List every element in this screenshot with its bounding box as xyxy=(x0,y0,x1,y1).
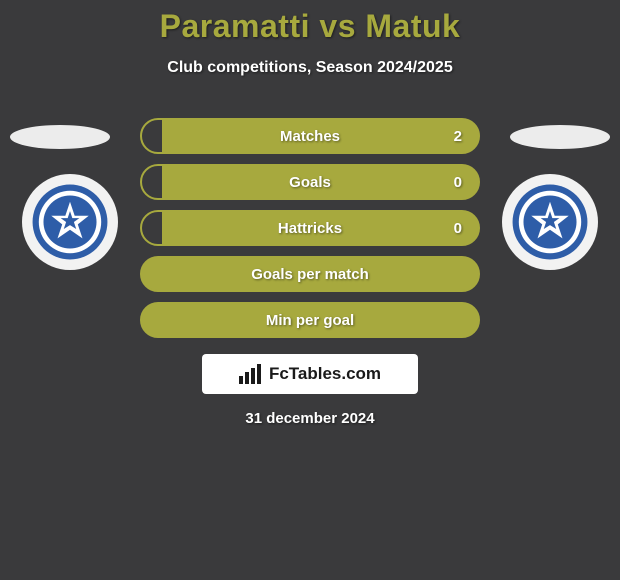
date-label: 31 december 2024 xyxy=(0,410,620,427)
stat-value: 0 xyxy=(454,174,462,191)
club-badge-left xyxy=(22,174,118,270)
club-badge-right xyxy=(502,174,598,270)
stat-label: Hattricks xyxy=(278,220,342,237)
stat-row-goals: Goals 0 xyxy=(140,164,480,200)
stat-row-goals-per-match: Goals per match xyxy=(140,256,480,292)
player-avatar-placeholder-left xyxy=(10,125,110,149)
stat-label: Min per goal xyxy=(266,312,354,329)
stat-row-hattricks: Hattricks 0 xyxy=(140,210,480,246)
bar-chart-icon xyxy=(239,364,263,384)
stats-panel: Matches 2 Goals 0 Hattricks 0 Goals per … xyxy=(140,118,480,348)
stat-label: Matches xyxy=(280,128,340,145)
stat-label: Goals xyxy=(289,174,331,191)
stat-value: 0 xyxy=(454,220,462,237)
player-avatar-placeholder-right xyxy=(510,125,610,149)
stat-row-matches: Matches 2 xyxy=(140,118,480,154)
stat-value: 2 xyxy=(454,128,462,145)
page-subtitle: Club competitions, Season 2024/2025 xyxy=(0,59,620,77)
club-crest-icon xyxy=(511,183,589,261)
page-title: Paramatti vs Matuk xyxy=(0,8,620,45)
club-crest-icon xyxy=(31,183,109,261)
brand-badge[interactable]: FcTables.com xyxy=(202,354,418,394)
stat-row-min-per-goal: Min per goal xyxy=(140,302,480,338)
stat-label: Goals per match xyxy=(251,266,369,283)
brand-text: FcTables.com xyxy=(269,364,381,384)
header: Paramatti vs Matuk Club competitions, Se… xyxy=(0,0,620,77)
